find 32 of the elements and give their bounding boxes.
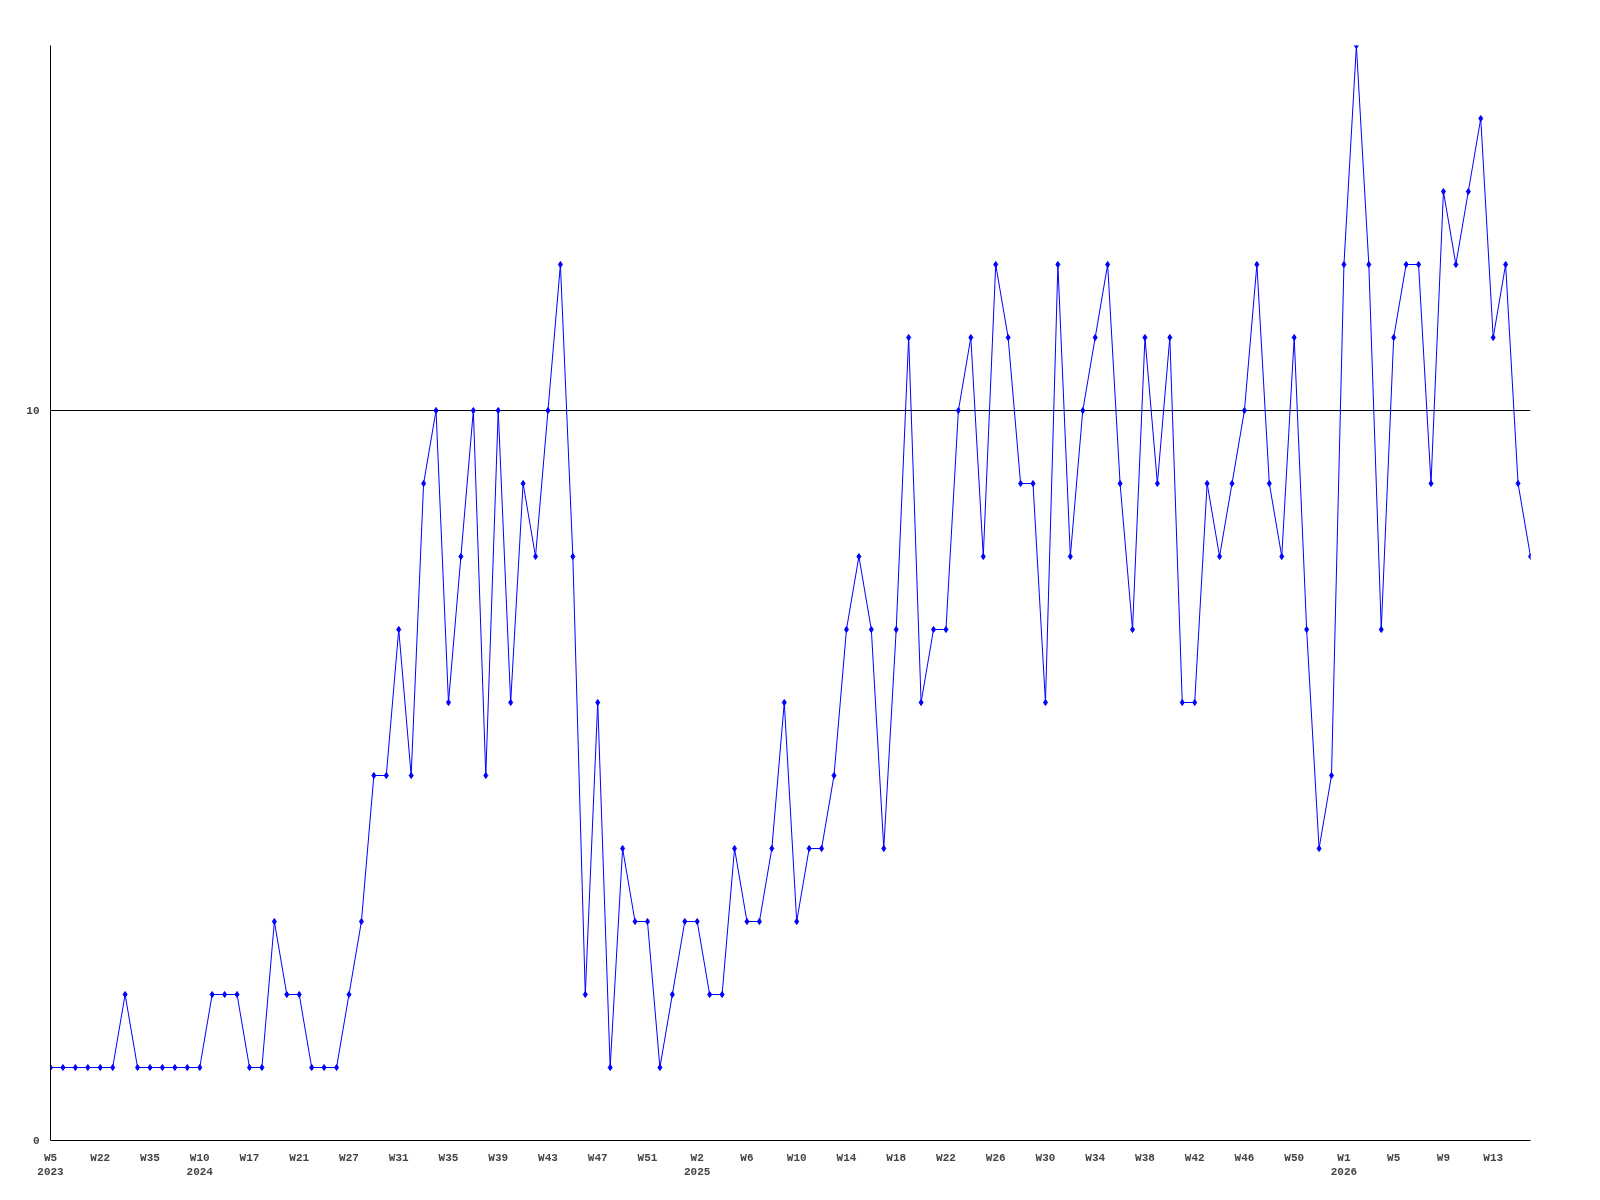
x-tick-label: W30: [1035, 1151, 1056, 1164]
x-tick-label: W22: [936, 1151, 956, 1164]
x-tick-label: W46: [1234, 1151, 1255, 1164]
x-tick-label: W47: [587, 1151, 608, 1164]
x-tick-label: W26: [985, 1151, 1006, 1164]
x-tick-label: W9: [1436, 1151, 1451, 1164]
x-tick-label: W13: [1483, 1151, 1504, 1164]
x-tick-label: W51: [637, 1151, 658, 1164]
x-tick-label: W35: [140, 1151, 161, 1164]
x-tick-label: W2 2025: [684, 1151, 711, 1178]
x-tick-label: W42: [1184, 1151, 1205, 1164]
x-tick-label: W1 2026: [1330, 1151, 1358, 1178]
x-tick-label: W21: [289, 1151, 310, 1164]
x-tick-label: W14: [836, 1151, 857, 1164]
x-tick-label: W5 2023: [37, 1151, 65, 1178]
x-tick-label: W38: [1135, 1151, 1156, 1164]
y-tick-label: 10: [26, 405, 40, 417]
y-tick-label: 0: [32, 1135, 40, 1147]
x-tick-label: W5: [1387, 1151, 1401, 1164]
x-tick-label: W43: [538, 1151, 559, 1164]
x-tick-label: W27: [339, 1151, 359, 1164]
x-tick-label: W22: [90, 1151, 111, 1164]
x-tick-label: W39: [488, 1151, 509, 1164]
x-tick-label: W6: [740, 1151, 754, 1164]
x-tick-label: W50: [1284, 1151, 1305, 1164]
x-tick-label: W17: [239, 1151, 260, 1164]
x-tick-label: W34: [1085, 1151, 1106, 1164]
x-tick-label: W18: [886, 1151, 907, 1164]
x-tick-label: W31: [388, 1151, 410, 1164]
x-tick-label: W35: [438, 1151, 459, 1164]
x-tick-label: W10: [786, 1151, 807, 1164]
x-tick-label: W10 2024: [186, 1151, 214, 1178]
